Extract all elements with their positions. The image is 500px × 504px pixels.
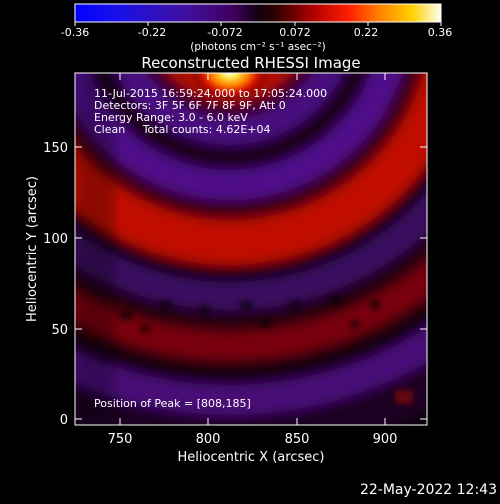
info-line-time: 11-Jul-2015 16:59:24.000 to 17:05:24.000 xyxy=(94,87,327,100)
info-line-detectors: Detectors: 3F 5F 6F 7F 8F 9F, Att 0 xyxy=(94,99,286,112)
rhessi-image xyxy=(75,73,427,425)
x-tick-label: 900 xyxy=(373,432,398,447)
y-ticks xyxy=(75,146,427,420)
x-tick-label: 850 xyxy=(285,432,310,447)
info-line-counts: Clean Total counts: 4.62E+04 xyxy=(94,123,271,136)
plot-title: Reconstructed RHESSI Image xyxy=(141,54,360,72)
plot-frame xyxy=(74,72,428,426)
y-tick-label: 150 xyxy=(43,141,68,156)
timestamp: 22-May-2022 12:43 xyxy=(360,482,497,498)
colorbar-tick-label: 0.22 xyxy=(354,26,379,39)
y-tick-label: 100 xyxy=(43,232,68,247)
y-tick-label: 0 xyxy=(60,413,68,428)
colorbar-tick-label: -0.072 xyxy=(207,26,242,39)
y-tick-label: 50 xyxy=(51,323,68,338)
x-tick-label: 800 xyxy=(196,432,221,447)
peak-position-text: Position of Peak = [808,185] xyxy=(94,397,251,410)
y-axis-label: Heliocentric Y (arcsec) xyxy=(25,176,40,322)
colorbar-tick-label: -0.22 xyxy=(138,26,166,39)
x-tick-label: 750 xyxy=(108,432,133,447)
info-line-energy: Energy Range: 3.0 - 6.0 keV xyxy=(94,111,248,124)
colorbar-tick-label: 0.072 xyxy=(279,26,311,39)
colorbar-units: (photons cm⁻² s⁻¹ asec⁻²) xyxy=(190,41,325,53)
colorbar-ticks xyxy=(74,22,442,26)
x-axis-label: Heliocentric X (arcsec) xyxy=(178,450,325,465)
colorbar-tick-label: 0.36 xyxy=(428,26,453,39)
colorbar xyxy=(74,3,442,23)
x-ticks xyxy=(119,73,386,425)
colorbar-tick-label: -0.36 xyxy=(61,26,89,39)
